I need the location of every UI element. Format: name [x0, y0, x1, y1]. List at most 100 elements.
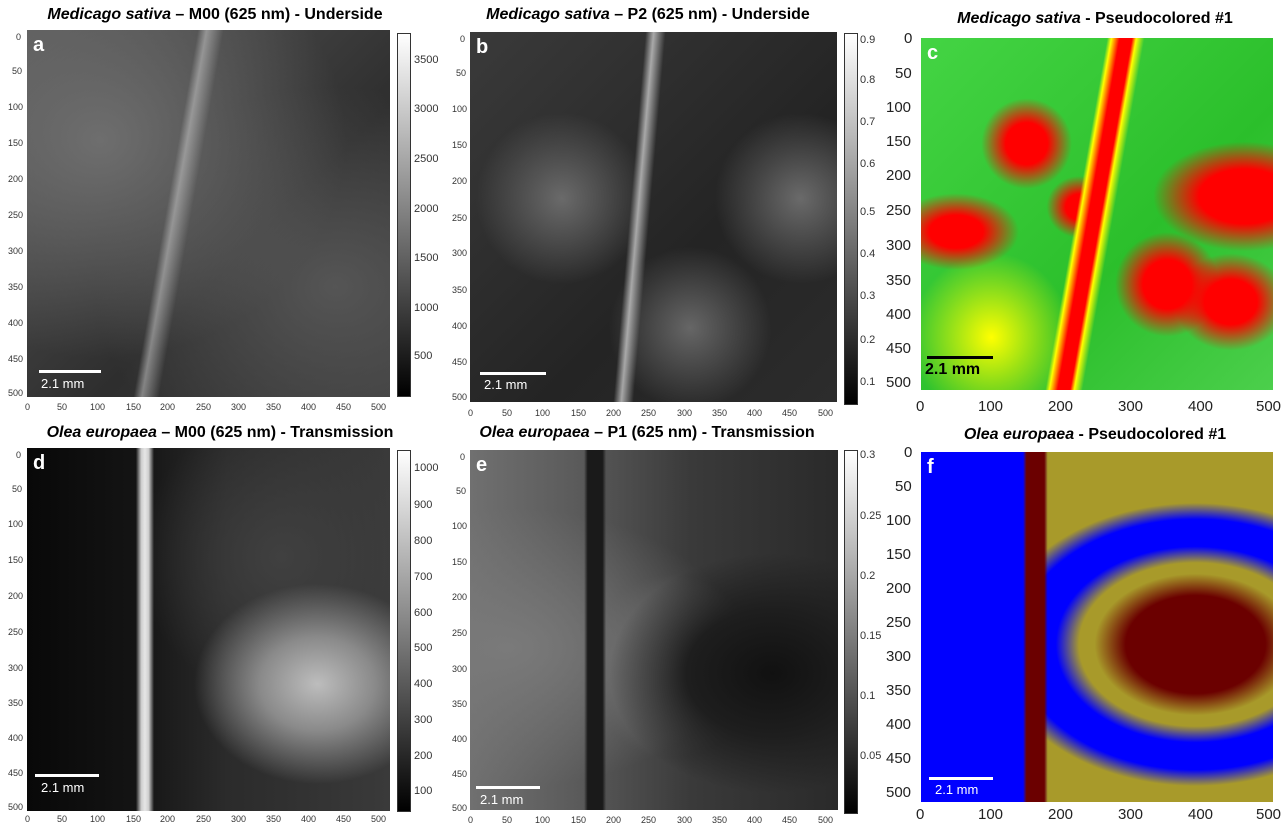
axis-tick-label: 150: [571, 815, 587, 825]
axis-tick-label: 400: [301, 402, 317, 412]
axis-tick-label: 400: [301, 814, 317, 824]
axis-tick-label: 400: [8, 318, 24, 328]
colorbar-d: [397, 450, 411, 812]
colorbar-tick: 0.2: [860, 570, 876, 582]
colorbar-tick: 0.1: [860, 376, 876, 388]
colorbar-tick: 1000: [414, 302, 439, 314]
colorbar-tick: 0.25: [860, 510, 882, 522]
panel-letter: b: [476, 36, 489, 58]
scale-bar: [39, 370, 101, 373]
colorbar-tick: 0.4: [860, 248, 876, 260]
scale-bar: [929, 777, 993, 780]
axis-tick-label: 300: [677, 815, 693, 825]
axis-tick-label: 300: [886, 648, 912, 665]
axis-tick-label: 0: [904, 444, 913, 461]
axis-tick-label: 500: [371, 814, 387, 824]
colorbar-tick: 3000: [414, 103, 439, 115]
axis-tick-label: 500: [818, 408, 834, 418]
axis-tick-label: 50: [12, 66, 23, 76]
axis-tick-label: 0: [916, 398, 925, 415]
colorbar-b: [844, 33, 858, 405]
axis-tick-label: 250: [641, 815, 657, 825]
axis-tick-label: 450: [782, 408, 798, 418]
colorbar-tick: 100: [414, 785, 433, 797]
title-e: Olea europaea – P1 (625 nm) - Transmissi…: [479, 424, 815, 441]
image-panel-c: c 2.1 mm: [921, 38, 1273, 390]
colorbar-tick: 0.15: [860, 630, 882, 642]
image-panel-b: b 2.1 mm: [470, 32, 837, 402]
axis-tick-label: 50: [502, 815, 513, 825]
axis-tick-label: 150: [571, 408, 587, 418]
axis-tick-label: 350: [8, 282, 24, 292]
colorbar-tick: 600: [414, 607, 433, 619]
colorbar-tick: 0.3: [860, 449, 876, 461]
axis-tick-label: 150: [886, 133, 912, 150]
axis-tick-label: 400: [1188, 806, 1214, 823]
colorbar-tick: 400: [414, 678, 433, 690]
scale-bar: [35, 774, 99, 777]
axis-tick-label: 100: [535, 815, 551, 825]
colorbar-tick: 0.5: [860, 206, 876, 218]
axis-tick-label: 250: [886, 614, 912, 631]
scale-bar-label: 2.1 mm: [41, 376, 85, 391]
axis-tick-label: 350: [452, 285, 468, 295]
axis-tick-label: 50: [57, 814, 68, 824]
axis-tick-label: 200: [452, 592, 468, 602]
axis-tick-label: 400: [747, 815, 763, 825]
axis-tick-label: 100: [452, 521, 468, 531]
colorbar-tick: 800: [414, 535, 433, 547]
colorbar-tick: 500: [414, 642, 433, 654]
axis-tick-label: 0: [25, 814, 31, 824]
axis-tick-label: 250: [452, 628, 468, 638]
scale-bar-label: 2.1 mm: [925, 361, 981, 378]
scale-bar-label: 2.1 mm: [480, 792, 524, 807]
axis-tick-label: 350: [712, 815, 728, 825]
axis-tick-label: 450: [886, 750, 912, 767]
axis-tick-label: 50: [456, 68, 467, 78]
axis-tick-label: 200: [8, 591, 24, 601]
axis-tick-label: 450: [886, 340, 912, 357]
axis-tick-label: 0: [25, 402, 31, 412]
axis-tick-label: 450: [336, 402, 352, 412]
axis-tick-label: 100: [535, 408, 551, 418]
title-b: Medicago sativa – P2 (625 nm) - Undersid…: [486, 6, 810, 23]
axis-tick-label: 0: [468, 408, 474, 418]
axis-tick-label: 300: [231, 814, 247, 824]
axis-tick-label: 500: [1256, 398, 1282, 415]
axis-tick-label: 0: [460, 34, 466, 44]
axis-tick-label: 450: [782, 815, 798, 825]
axis-tick-label: 50: [502, 408, 513, 418]
colorbar-tick: 500: [414, 350, 433, 362]
panel-letter: e: [476, 454, 488, 476]
axis-tick-label: 200: [452, 176, 468, 186]
axis-tick-label: 50: [12, 484, 23, 494]
axis-tick-label: 300: [886, 237, 912, 254]
axis-tick-label: 200: [886, 167, 912, 184]
colorbar-a: [397, 33, 411, 397]
axis-tick-label: 100: [978, 806, 1004, 823]
colorbar-tick: 2500: [414, 153, 439, 165]
axis-tick-label: 200: [606, 408, 622, 418]
axis-tick-label: 350: [886, 682, 912, 699]
title-d: Olea europaea – M00 (625 nm) - Transmiss…: [46, 424, 394, 441]
axis-tick-label: 100: [90, 402, 106, 412]
panel-letter: a: [33, 34, 45, 56]
colorbar-tick: 1500: [414, 252, 439, 264]
axis-tick-label: 250: [196, 814, 212, 824]
axis-tick-label: 150: [126, 402, 142, 412]
axis-tick-label: 200: [160, 814, 176, 824]
axis-tick-label: 500: [371, 402, 387, 412]
axis-tick-label: 0: [916, 806, 925, 823]
axis-tick-label: 450: [336, 814, 352, 824]
title-f: Olea europaea - Pseudocolored #1: [963, 426, 1227, 443]
axis-tick-label: 500: [8, 388, 24, 398]
axis-tick-label: 300: [231, 402, 247, 412]
axis-tick-label: 400: [452, 734, 468, 744]
colorbar-tick: 2000: [414, 203, 439, 215]
image-panel-e: e 2.1 mm: [470, 450, 838, 810]
colorbar-tick: 900: [414, 499, 433, 511]
panel-letter: c: [927, 42, 939, 64]
axis-tick-label: 300: [1118, 398, 1144, 415]
axis-tick-label: 100: [886, 512, 912, 529]
image-panel-a: a 2.1 mm: [27, 30, 390, 397]
